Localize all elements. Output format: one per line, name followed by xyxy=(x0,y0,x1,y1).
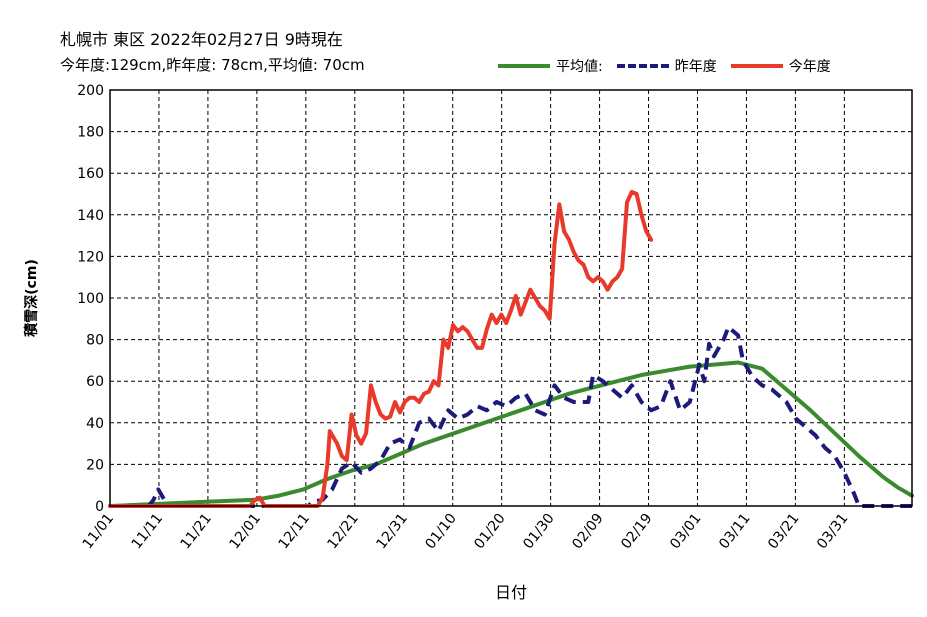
y-tick-label: 60 xyxy=(86,374,104,390)
x-tick-label: 02/09 xyxy=(569,511,606,553)
y-axis-ticks: 0 20 40 60 80 100 120 140 160 180 200 xyxy=(77,83,104,515)
x-tick-label: 11/01 xyxy=(80,511,117,553)
x-axis-label: 日付 xyxy=(495,583,527,602)
x-tick-label: 12/31 xyxy=(373,511,410,553)
legend-swatch-last-year xyxy=(616,64,669,68)
series-line-1 xyxy=(110,325,912,508)
series-line-2 xyxy=(108,189,654,508)
y-tick-label: 100 xyxy=(77,291,104,307)
x-tick-label: 01/30 xyxy=(520,511,557,553)
legend-label-last-year: 昨年度 xyxy=(674,59,717,75)
x-tick-label: 02/19 xyxy=(618,511,655,553)
x-tick-label: 01/20 xyxy=(471,511,508,553)
legend-swatch-average xyxy=(498,64,550,68)
legend: 平均値: 昨年度 今年度 xyxy=(498,56,831,76)
y-tick-label: 20 xyxy=(86,457,104,473)
series-lines xyxy=(108,189,914,508)
y-tick-label: 200 xyxy=(77,83,104,99)
legend-label-average: 平均値: xyxy=(556,59,603,75)
x-axis-ticks: 11/01 11/11 11/21 12/01 12/11 12/21 12/31 01/10… xyxy=(80,511,852,553)
x-tick-label: 03/11 xyxy=(716,511,753,553)
x-tick-label: 03/21 xyxy=(765,511,802,553)
chart-title: 札幌市 東区 2022年02月27日 9時現在 xyxy=(60,30,343,49)
x-tick-label: 12/01 xyxy=(227,511,264,553)
legend-item-last-year: 昨年度 xyxy=(616,56,717,76)
y-axis-label: 積雪深(cm) xyxy=(23,259,40,338)
y-tick-label: 0 xyxy=(95,499,104,515)
snow-depth-summary: 今年度:129cm,昨年度: 78cm,平均値: 70cm xyxy=(60,56,365,74)
x-tick-label: 11/11 xyxy=(129,511,166,553)
y-tick-label: 140 xyxy=(77,208,104,224)
x-tick-label: 03/01 xyxy=(667,511,704,553)
x-tick-label: 03/31 xyxy=(814,511,851,553)
y-tick-label: 80 xyxy=(86,333,104,349)
y-tick-label: 160 xyxy=(77,166,104,182)
legend-item-this-year: 今年度 xyxy=(730,56,831,76)
y-tick-label: 180 xyxy=(77,125,104,141)
grid xyxy=(109,89,912,507)
series-line-0 xyxy=(108,360,914,508)
legend-label-this-year: 今年度 xyxy=(788,59,831,75)
plot-frame xyxy=(109,89,913,507)
y-tick-label: 120 xyxy=(77,249,104,265)
x-tick-label: 11/21 xyxy=(178,511,215,553)
x-tick-label: 12/11 xyxy=(276,511,313,553)
x-tick-label: 12/21 xyxy=(324,511,361,553)
x-tick-label: 01/10 xyxy=(422,511,459,553)
legend-swatch-this-year xyxy=(730,64,783,68)
legend-item-average: 平均値: xyxy=(498,56,603,76)
y-tick-label: 40 xyxy=(86,416,104,432)
